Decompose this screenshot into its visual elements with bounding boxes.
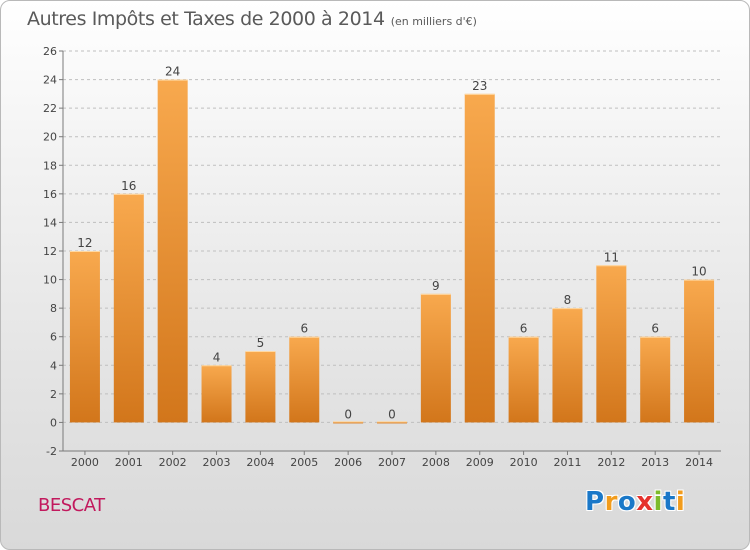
x-tick-label: 2001 bbox=[115, 456, 143, 469]
bar-layer bbox=[69, 79, 715, 424]
x-tick-label: 2012 bbox=[597, 456, 625, 469]
x-tick-label: 2010 bbox=[510, 456, 538, 469]
y-tick-label: 2 bbox=[50, 388, 57, 401]
logo-letter: i bbox=[675, 487, 686, 517]
bar-value-label: 16 bbox=[121, 179, 136, 193]
bar-2012 bbox=[596, 265, 627, 423]
logo-letter: r bbox=[604, 487, 618, 517]
y-tick-label: 8 bbox=[50, 302, 57, 315]
bar-2008 bbox=[420, 293, 451, 423]
y-tick-label: 16 bbox=[43, 188, 57, 201]
bar-2009 bbox=[464, 93, 495, 423]
bar-2010 bbox=[508, 336, 539, 423]
y-tick-label: 10 bbox=[43, 274, 57, 287]
bar-2014 bbox=[684, 279, 715, 423]
bar-2001 bbox=[113, 193, 144, 423]
bar-2005 bbox=[289, 336, 320, 423]
bar-value-label: 5 bbox=[257, 336, 265, 350]
y-tick-label: 20 bbox=[43, 131, 57, 144]
logo-letter: o bbox=[617, 487, 637, 517]
x-tick-label: 2007 bbox=[378, 456, 406, 469]
logo-letter: P bbox=[585, 487, 605, 517]
y-tick-label: -2 bbox=[46, 445, 57, 458]
chart-title-block: Autres Impôts et Taxes de 2000 à 2014 (en… bbox=[27, 8, 477, 30]
y-tick-label: 18 bbox=[43, 159, 57, 172]
chart-title: Autres Impôts et Taxes de 2000 à 2014 bbox=[27, 8, 385, 30]
bar-2013 bbox=[640, 336, 671, 423]
bar-value-label: 0 bbox=[344, 407, 352, 421]
x-tick-label: 2006 bbox=[334, 456, 362, 469]
label-layer: 12 16 24 4 5 6 0 0 9 23 6 8 11 6 10 bbox=[77, 65, 706, 422]
bar-2004 bbox=[245, 351, 276, 423]
logo-letter: t bbox=[662, 487, 676, 517]
bar-value-label: 9 bbox=[432, 279, 440, 293]
bar-value-label: 6 bbox=[651, 322, 659, 336]
bar-2011 bbox=[552, 308, 583, 423]
bar-2002 bbox=[157, 79, 188, 423]
x-tick-label: 2013 bbox=[641, 456, 669, 469]
y-tick-label: 24 bbox=[43, 74, 57, 87]
y-tick-label: 14 bbox=[43, 216, 57, 229]
logo-letter: x bbox=[636, 487, 654, 517]
bar-value-label: 11 bbox=[604, 250, 619, 264]
commune-name: BESCAT bbox=[38, 495, 105, 516]
bar-value-label: 10 bbox=[691, 265, 706, 279]
bar-value-label: 4 bbox=[213, 350, 221, 364]
y-tick-label: 12 bbox=[43, 245, 57, 258]
x-tick-label: 2003 bbox=[203, 456, 231, 469]
y-tick-label: 26 bbox=[43, 45, 57, 58]
x-tick-label: 2005 bbox=[290, 456, 318, 469]
bar-value-label: 23 bbox=[472, 79, 487, 93]
bar-value-label: 6 bbox=[520, 322, 528, 336]
x-tick-label: 2009 bbox=[466, 456, 494, 469]
y-tick-label: 4 bbox=[50, 359, 57, 372]
x-tick-label: 2004 bbox=[246, 456, 274, 469]
bar-value-label: 8 bbox=[564, 293, 572, 307]
proxiti-logo[interactable]: Proxiti bbox=[585, 487, 685, 517]
bar-2003 bbox=[201, 365, 232, 423]
bar-value-label: 0 bbox=[388, 407, 396, 421]
x-tick-label: 2000 bbox=[71, 456, 99, 469]
y-tick-label: 6 bbox=[50, 331, 57, 344]
bar-value-label: 24 bbox=[165, 65, 180, 79]
x-tick-label: 2002 bbox=[159, 456, 187, 469]
bar-value-label: 12 bbox=[77, 236, 92, 250]
x-tick-label: 2008 bbox=[422, 456, 450, 469]
x-tick-label: 2014 bbox=[685, 456, 713, 469]
logo-letter: i bbox=[653, 487, 663, 517]
y-tick-label: 0 bbox=[50, 416, 57, 429]
bar-2000 bbox=[69, 251, 100, 423]
bar-value-label: 6 bbox=[300, 322, 308, 336]
y-tick-label: 22 bbox=[43, 102, 57, 115]
chart-unit-note: (en milliers d'€) bbox=[390, 15, 477, 28]
x-tick-label: 2011 bbox=[553, 456, 581, 469]
